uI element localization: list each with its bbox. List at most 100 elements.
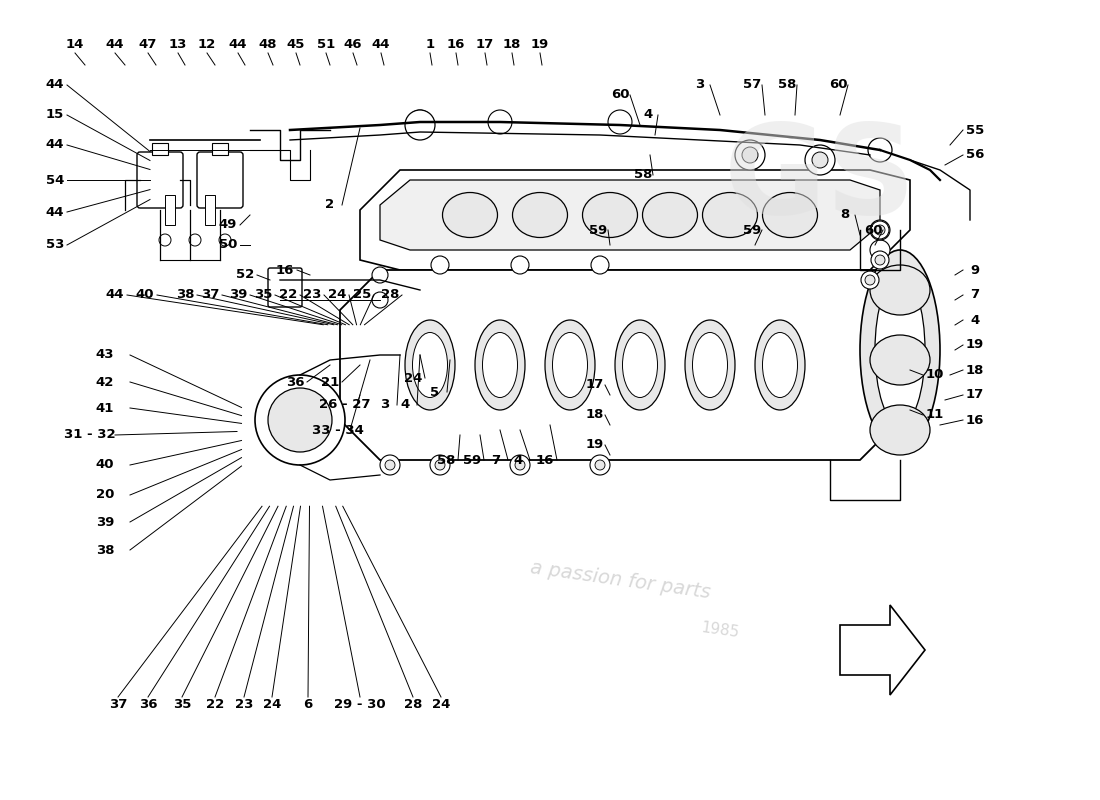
Circle shape [870, 220, 890, 240]
Text: 60: 60 [610, 89, 629, 102]
Ellipse shape [693, 333, 727, 398]
Ellipse shape [483, 333, 517, 398]
Text: 40: 40 [135, 289, 154, 302]
Text: 60: 60 [828, 78, 847, 91]
Bar [152, 143, 168, 155]
Text: 52: 52 [235, 269, 254, 282]
Circle shape [861, 271, 879, 289]
Text: 40: 40 [96, 458, 114, 471]
Text: 4: 4 [514, 454, 522, 466]
Text: 53: 53 [46, 238, 64, 251]
Circle shape [488, 110, 512, 134]
Ellipse shape [615, 320, 666, 410]
Circle shape [870, 240, 890, 260]
Circle shape [189, 234, 201, 246]
Circle shape [430, 455, 450, 475]
Ellipse shape [513, 193, 568, 238]
Circle shape [874, 255, 886, 265]
Text: 1985: 1985 [700, 620, 740, 640]
Text: 4: 4 [644, 109, 652, 122]
Polygon shape [360, 170, 910, 270]
Circle shape [868, 138, 892, 162]
Text: 39: 39 [229, 289, 248, 302]
Text: 19: 19 [531, 38, 549, 51]
Text: 44: 44 [372, 38, 390, 51]
Text: 26 - 27: 26 - 27 [319, 398, 371, 411]
Circle shape [871, 251, 889, 269]
Text: 50: 50 [219, 238, 238, 251]
Ellipse shape [870, 335, 930, 385]
Text: 4: 4 [400, 398, 409, 411]
Text: 7: 7 [492, 454, 500, 466]
Text: 12: 12 [198, 38, 216, 51]
Text: 36: 36 [139, 698, 157, 711]
Ellipse shape [405, 320, 455, 410]
Polygon shape [379, 180, 880, 250]
Ellipse shape [874, 275, 925, 425]
Text: 19: 19 [966, 338, 984, 351]
Circle shape [255, 375, 345, 465]
Ellipse shape [412, 333, 448, 398]
Circle shape [871, 221, 889, 239]
Text: 46: 46 [343, 38, 362, 51]
Circle shape [405, 110, 435, 140]
Text: 1: 1 [426, 38, 434, 51]
Polygon shape [340, 270, 900, 460]
Text: 44: 44 [46, 138, 64, 151]
Text: 7: 7 [970, 289, 980, 302]
Text: 54: 54 [46, 174, 64, 186]
Circle shape [512, 256, 529, 274]
Text: 9: 9 [970, 263, 980, 277]
Text: 14: 14 [66, 38, 85, 51]
Ellipse shape [860, 250, 940, 450]
Circle shape [160, 234, 170, 246]
Text: 16: 16 [536, 454, 554, 466]
FancyBboxPatch shape [197, 152, 243, 208]
Text: 17: 17 [476, 38, 494, 51]
Ellipse shape [703, 193, 758, 238]
Text: 18: 18 [586, 409, 604, 422]
Text: 24: 24 [328, 289, 346, 302]
Circle shape [408, 110, 432, 134]
Circle shape [590, 455, 610, 475]
Text: 16: 16 [276, 263, 294, 277]
Text: 2: 2 [326, 198, 334, 211]
Text: 58: 58 [634, 169, 652, 182]
Circle shape [268, 388, 332, 452]
Text: 42: 42 [96, 375, 114, 389]
Text: 22: 22 [279, 289, 297, 302]
Text: 16: 16 [966, 414, 984, 426]
FancyBboxPatch shape [138, 152, 183, 208]
Text: 24: 24 [404, 371, 422, 385]
Circle shape [385, 460, 395, 470]
Text: 36: 36 [286, 375, 305, 389]
Circle shape [219, 234, 231, 246]
Text: 21: 21 [321, 375, 339, 389]
Ellipse shape [552, 333, 587, 398]
Bar [205, 195, 214, 225]
Text: 23: 23 [234, 698, 253, 711]
Text: 18: 18 [966, 363, 984, 377]
Ellipse shape [870, 265, 930, 315]
Text: 17: 17 [586, 378, 604, 391]
Text: 39: 39 [96, 515, 114, 529]
Circle shape [874, 225, 886, 235]
Text: 13: 13 [168, 38, 187, 51]
Text: 41: 41 [96, 402, 114, 414]
Text: 33 - 34: 33 - 34 [312, 423, 364, 437]
Ellipse shape [870, 405, 930, 455]
Text: 49: 49 [219, 218, 238, 231]
Text: 28: 28 [404, 698, 422, 711]
Text: 3: 3 [381, 398, 389, 411]
Text: 44: 44 [229, 38, 248, 51]
Text: 48: 48 [258, 38, 277, 51]
Circle shape [515, 460, 525, 470]
Text: 47: 47 [139, 38, 157, 51]
Text: 51: 51 [317, 38, 336, 51]
Text: 58: 58 [778, 78, 796, 91]
Ellipse shape [583, 193, 638, 238]
Text: 29 - 30: 29 - 30 [334, 698, 386, 711]
Circle shape [595, 460, 605, 470]
Ellipse shape [762, 193, 817, 238]
Circle shape [434, 460, 446, 470]
